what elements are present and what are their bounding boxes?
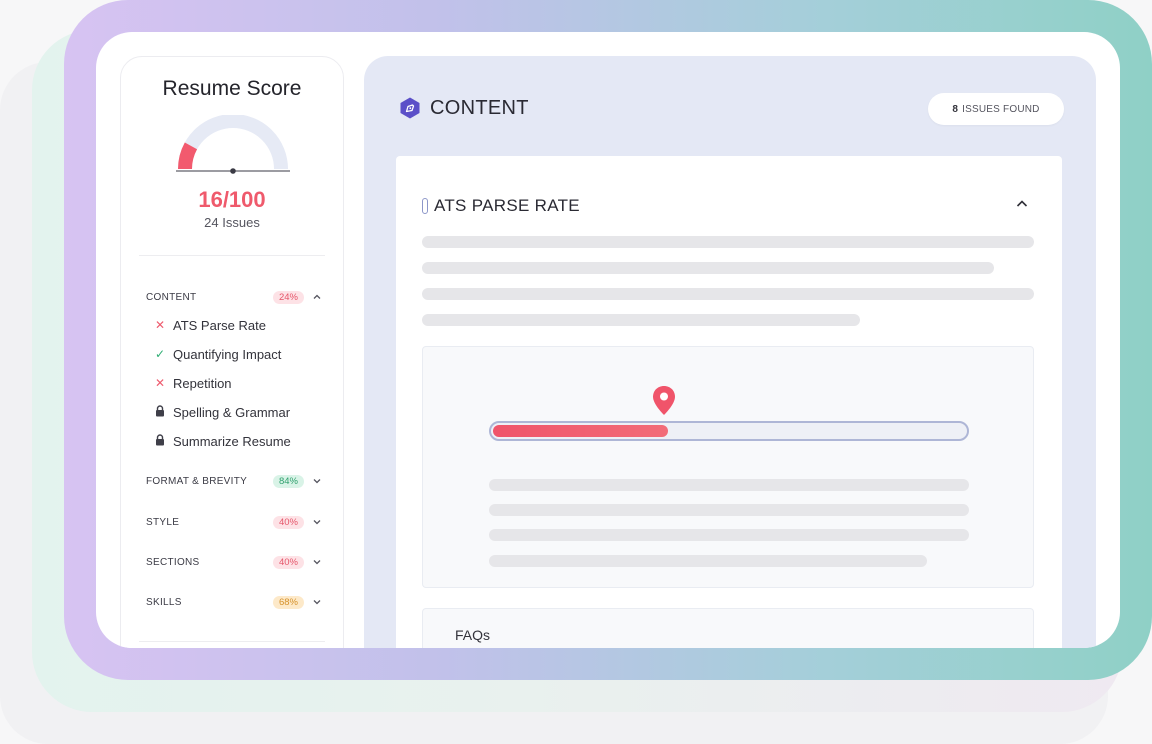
checklist-item-label: ATS Parse Rate <box>173 317 266 333</box>
category-label: SKILLS <box>146 596 182 608</box>
section-title: CONTENT <box>430 96 529 119</box>
score-title: Resume Score <box>162 77 302 100</box>
issues-found-badge: 8 ISSUES FOUND <box>928 93 1064 125</box>
category-badge: 40% <box>272 555 304 569</box>
divider <box>139 641 325 642</box>
card-title: ATS PARSE RATE <box>434 196 580 215</box>
card-header: ATS PARSE RATE <box>422 196 580 216</box>
category-badge: 24% <box>272 290 304 304</box>
parse-rate-progress-bar <box>489 421 969 441</box>
checklist-item-label: Quantifying Impact <box>173 346 282 362</box>
score-gauge <box>176 115 290 174</box>
parse-rate-visual <box>422 346 1034 588</box>
text-placeholder-line <box>489 504 969 516</box>
category-label: STYLE <box>146 516 180 528</box>
text-placeholder-line <box>422 314 860 326</box>
section-header: CONTENT <box>398 96 529 120</box>
category-badge: 40% <box>272 515 304 529</box>
lock-icon <box>153 404 167 420</box>
category-sections[interactable]: SECTIONS 40% <box>146 552 322 572</box>
checklist-item-label: Summarize Resume <box>173 433 291 449</box>
chevron-up-icon[interactable] <box>312 292 322 302</box>
checklist-item-spelling-grammar[interactable]: Spelling & Grammar <box>153 403 290 421</box>
chevron-down-icon[interactable] <box>312 597 322 607</box>
parse-rate-progress-fill <box>493 425 668 437</box>
category-content[interactable]: CONTENT 24% <box>146 287 322 307</box>
checklist-item-label: Spelling & Grammar <box>173 404 291 420</box>
faq-title: FAQs <box>455 627 491 643</box>
text-placeholder-line <box>489 529 969 541</box>
app-window: Resume Score 16/100 24 Issues CONTENT 24… <box>96 32 1120 648</box>
category-skills[interactable]: SKILLS 68% <box>146 592 322 612</box>
x-icon: ✕ <box>154 318 166 332</box>
checklist-item-label: Repetition <box>173 375 232 391</box>
lock-icon <box>153 433 167 449</box>
checklist-item-quantifying-impact[interactable]: ✓ Quantifying Impact <box>153 345 281 363</box>
category-badge: 68% <box>272 595 304 609</box>
checklist-item-repetition[interactable]: ✕ Repetition <box>153 374 232 392</box>
issues-found-label: ISSUES FOUND <box>962 103 1040 115</box>
category-badge: 84% <box>272 474 304 488</box>
divider <box>139 255 325 256</box>
issues-found-count: 8 <box>952 103 959 115</box>
chevron-down-icon[interactable] <box>312 517 322 527</box>
score-value: 16/100 <box>198 187 266 212</box>
text-placeholder-line <box>422 288 1034 300</box>
faq-section[interactable]: FAQs <box>422 608 1034 648</box>
content-panel: CONTENT 8 ISSUES FOUND ATS PARSE RATE <box>364 56 1096 648</box>
pen-nib-icon <box>400 97 420 119</box>
text-placeholder-line <box>489 479 969 491</box>
text-placeholder-line <box>489 555 927 567</box>
resume-score-panel: Resume Score 16/100 24 Issues CONTENT 24… <box>120 56 344 648</box>
checklist-item-summarize-resume[interactable]: Summarize Resume <box>153 432 291 450</box>
checklist-item-ats-parse-rate[interactable]: ✕ ATS Parse Rate <box>153 316 266 334</box>
text-placeholder-line <box>422 236 1034 248</box>
category-style[interactable]: STYLE 40% <box>146 512 322 532</box>
chevron-down-icon[interactable] <box>312 557 322 567</box>
collapse-chevron-up-icon[interactable] <box>1014 196 1030 212</box>
card-marker <box>422 198 428 214</box>
map-pin-icon <box>653 386 675 415</box>
category-label: SECTIONS <box>146 556 200 568</box>
ats-parse-rate-card: ATS PARSE RATE <box>396 156 1062 648</box>
x-icon: ✕ <box>154 376 166 390</box>
category-format-brevity[interactable]: FORMAT & BREVITY 84% <box>146 471 322 491</box>
issues-count: 24 Issues <box>204 215 260 230</box>
text-placeholder-line <box>422 262 994 274</box>
category-label: CONTENT <box>146 291 197 303</box>
category-label: FORMAT & BREVITY <box>146 475 248 487</box>
chevron-down-icon[interactable] <box>312 476 322 486</box>
check-icon: ✓ <box>154 347 166 361</box>
